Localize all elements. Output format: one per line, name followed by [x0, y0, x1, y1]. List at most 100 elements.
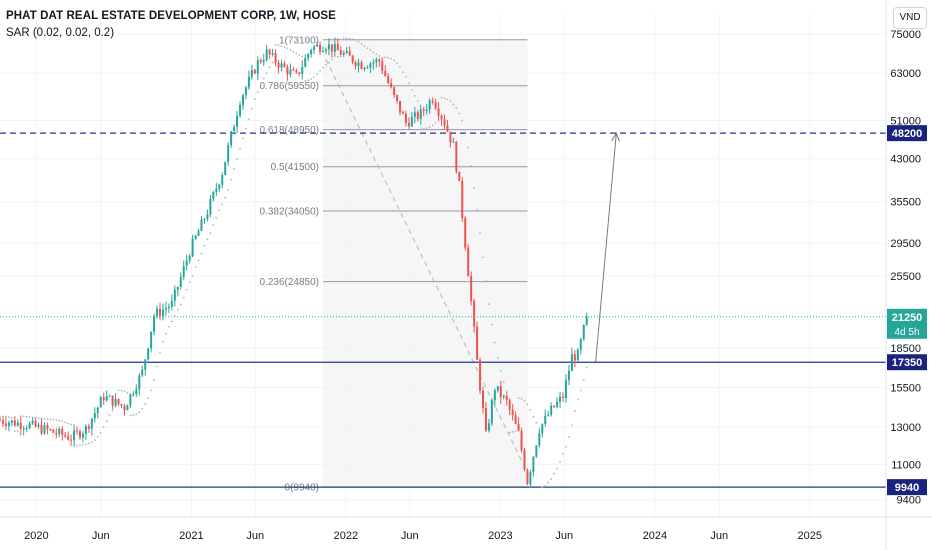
- sar-dot: [168, 325, 170, 328]
- candle-body: [476, 326, 479, 360]
- candle-body: [194, 235, 197, 239]
- sar-dot: [553, 472, 556, 475]
- sar-dot: [378, 55, 381, 57]
- level-badge-label: 48200: [892, 128, 923, 140]
- candle-body: [449, 131, 452, 143]
- candle-body: [156, 308, 159, 316]
- y-tick-label: 63000: [890, 68, 921, 80]
- candle-body: [7, 422, 10, 426]
- candle-body: [520, 430, 523, 451]
- candle-body: [357, 62, 360, 67]
- sar-dot: [565, 445, 567, 448]
- sar-dot: [535, 421, 538, 424]
- candle-body: [13, 420, 16, 426]
- sar-dot: [2, 415, 4, 418]
- candle-body: [262, 59, 265, 62]
- level-badge-bg: [887, 479, 927, 496]
- candle-body: [351, 55, 354, 63]
- candlesticks: [0, 37, 588, 488]
- candle-body: [484, 408, 487, 431]
- candle-body: [256, 60, 259, 74]
- sar-dot: [372, 51, 375, 54]
- candle-body: [144, 359, 147, 370]
- candle-body: [345, 51, 348, 53]
- candle-body: [490, 400, 493, 424]
- sar-dot: [390, 57, 393, 60]
- chart-grid: [0, 14, 886, 517]
- sar-dot: [505, 390, 508, 393]
- candle-body: [111, 395, 114, 406]
- sar-dot: [156, 365, 158, 368]
- candle-body: [161, 309, 164, 316]
- candle-body: [556, 401, 559, 408]
- sar-dot: [319, 69, 321, 72]
- sar-dot: [52, 418, 55, 421]
- sar-dot: [384, 56, 387, 59]
- horizontal-levels[interactable]: [0, 132, 886, 488]
- sar-dot: [458, 112, 461, 115]
- candle-body: [271, 52, 274, 55]
- sar-dot: [271, 61, 274, 64]
- sar-dot: [363, 45, 366, 48]
- candle-body: [511, 409, 514, 416]
- sar-dot: [79, 444, 81, 446]
- candle-body: [401, 112, 404, 114]
- candle-body: [84, 426, 87, 434]
- candle-body: [22, 428, 25, 430]
- y-tick-label: 11000: [891, 459, 921, 471]
- candle-body: [43, 425, 46, 434]
- sar-dot: [76, 444, 78, 447]
- candle-body: [547, 414, 550, 416]
- candle-body: [579, 339, 582, 350]
- sar-indicator-label[interactable]: SAR (0.02, 0.02, 0.2): [6, 27, 115, 39]
- sar-dot: [236, 158, 238, 161]
- candle-body: [336, 44, 339, 51]
- candle-body: [114, 398, 117, 406]
- trend-lines[interactable]: [325, 59, 620, 473]
- sar-dot: [399, 65, 401, 68]
- candle-body: [117, 398, 120, 405]
- sar-dot: [422, 127, 425, 130]
- sar-dot: [473, 186, 476, 189]
- currency-button[interactable]: VND: [893, 7, 927, 29]
- sar-dot: [274, 43, 277, 46]
- sar-dot: [313, 76, 316, 78]
- sar-dot: [28, 416, 31, 418]
- sar-dot: [268, 66, 271, 69]
- candle-body: [185, 260, 188, 266]
- sar-dot: [242, 137, 244, 140]
- sar-dot: [176, 308, 179, 311]
- fibonacci-retracement[interactable]: 1(73100) 0.786(59550) 0.618(48950) 0.5(4150…: [259, 35, 528, 494]
- candle-body: [221, 174, 224, 185]
- sar-dot: [248, 118, 250, 121]
- sar-dot: [413, 94, 416, 97]
- candle-body: [378, 59, 381, 62]
- sar-dot: [476, 209, 478, 212]
- candle-body: [437, 108, 440, 116]
- candle-body: [96, 407, 99, 414]
- candle-body: [0, 420, 1, 422]
- sar-dot: [10, 417, 13, 419]
- sar-dot: [153, 378, 155, 381]
- sar-dot: [253, 98, 256, 101]
- fib-level-label: 0.618(48950): [259, 125, 319, 136]
- candle-body: [372, 62, 375, 64]
- candle-body: [108, 395, 111, 397]
- candle-body: [319, 44, 322, 52]
- sar-dot: [310, 78, 313, 80]
- sar-dot: [82, 443, 84, 446]
- sar-dot: [437, 120, 440, 122]
- candle-body: [304, 58, 307, 67]
- countdown-label: 4d 5h: [894, 327, 919, 338]
- sar-dot: [141, 407, 144, 410]
- candle-body: [203, 219, 206, 221]
- candle-body: [87, 426, 90, 429]
- sar-dot: [325, 64, 327, 66]
- sar-dot: [461, 119, 464, 122]
- candle-body: [250, 70, 253, 77]
- candle-body: [138, 375, 141, 390]
- candle-body: [467, 247, 470, 277]
- candle-body: [61, 428, 64, 435]
